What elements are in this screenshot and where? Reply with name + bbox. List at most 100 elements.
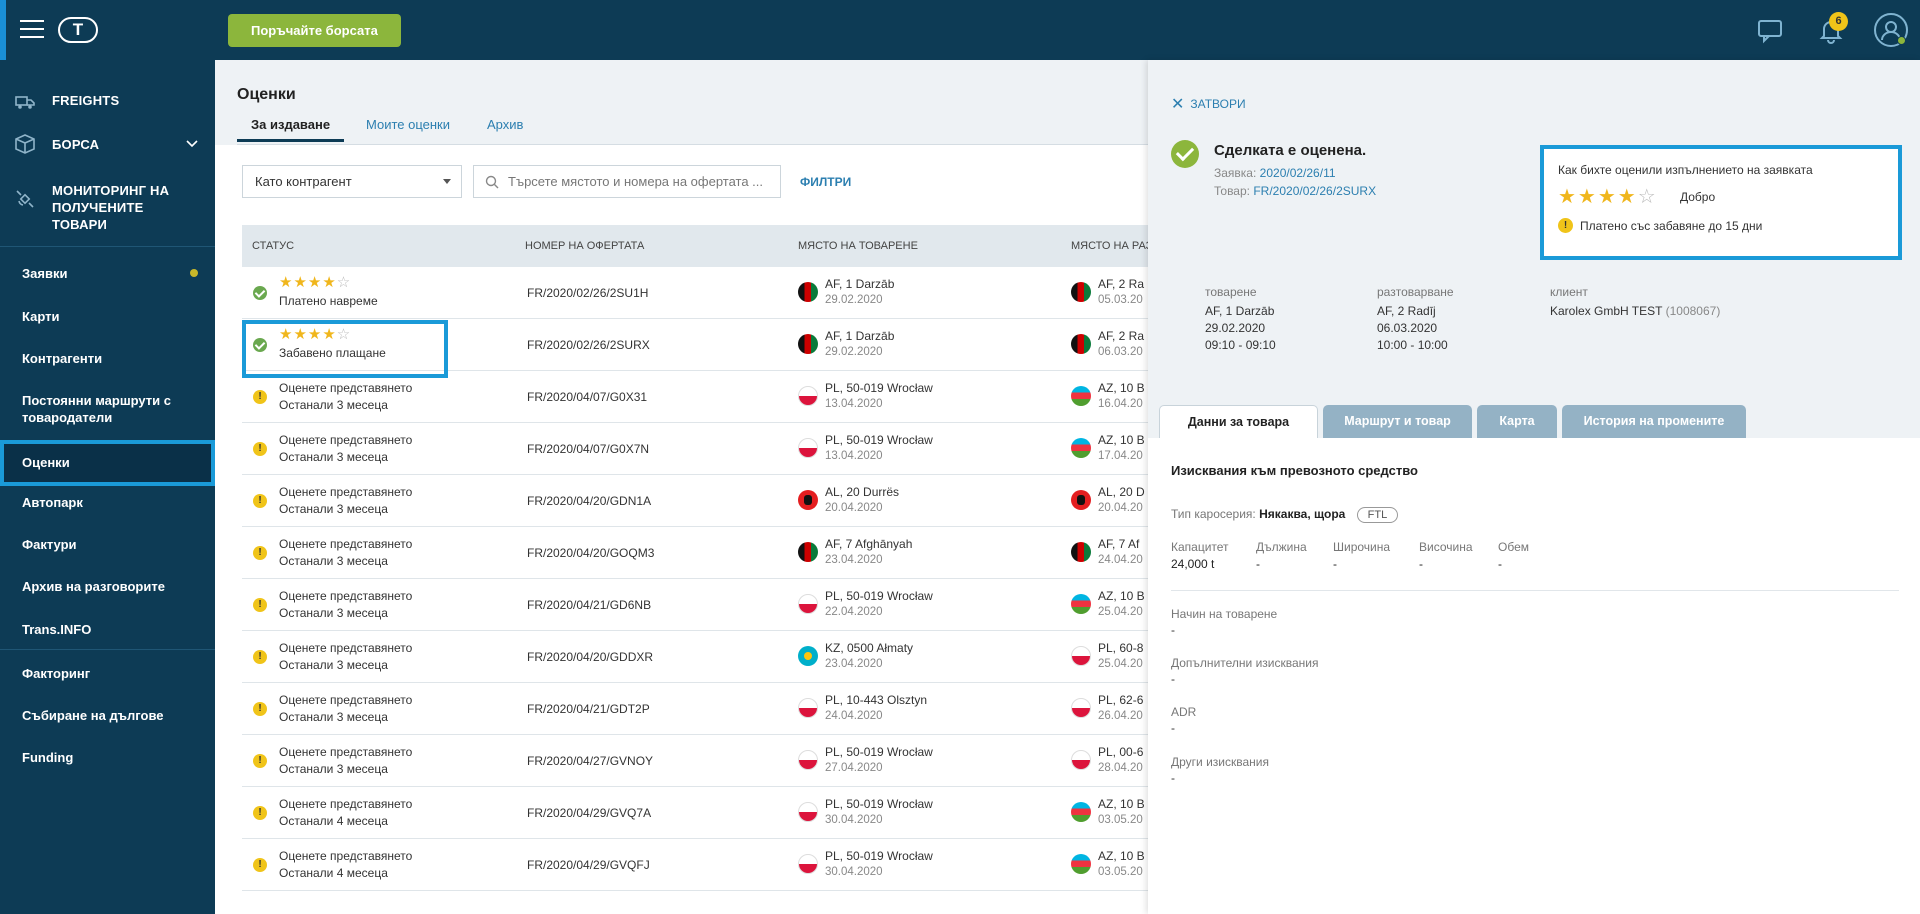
table-row[interactable]: ★★★★☆ Забавено плащане FR/2020/02/26/2SURX… — [242, 319, 1365, 371]
offer-number[interactable]: FR/2020/04/29/GVQ7A — [527, 806, 652, 820]
notification-badge: 6 — [1829, 12, 1848, 31]
offer-number[interactable]: FR/2020/04/21/GD6NB — [527, 598, 652, 612]
offer-number[interactable]: FR/2020/04/21/GDT2P — [527, 702, 650, 716]
tab-to-issue[interactable]: За издаване — [237, 117, 345, 142]
offer-number[interactable]: FR/2020/04/07/G0X7N — [527, 442, 650, 456]
rate-performance-link[interactable]: Оценете представянето — [279, 641, 413, 655]
remaining-prefix: Останали — [279, 710, 334, 724]
sidebar-item-orders[interactable]: Заявки — [22, 266, 68, 281]
loading-place: PL, 50-019 Wrocław — [825, 589, 933, 603]
counterparty-select-value: Като контрагент — [255, 174, 352, 189]
country-flag-icon — [1071, 698, 1091, 718]
tab-archive[interactable]: Архив — [487, 117, 524, 132]
loading-date: 29.02.2020 — [1205, 321, 1266, 335]
filters-link[interactable]: ФИЛТРИ — [800, 175, 852, 189]
payment-status: Забавено плащане — [279, 346, 386, 360]
rate-performance-link[interactable]: Оценете представянето — [279, 537, 413, 551]
country-flag-icon — [1071, 282, 1091, 302]
sidebar-item-factoring[interactable]: Факторинг — [22, 666, 91, 681]
additional-requirements-field: Допълнителни изисквания - — [1171, 656, 1318, 686]
offer-number[interactable]: FR/2020/04/27/GVNOY — [527, 754, 654, 768]
column-header-status[interactable]: СТАТУС — [252, 240, 295, 252]
column-header-loading[interactable]: МЯСТО НА ТОВАРЕНЕ — [798, 240, 918, 252]
logo[interactable]: T — [58, 17, 98, 43]
loading-date: 23.04.2020 — [825, 554, 883, 566]
column-header-offer[interactable]: НОМЕР НА ОФЕРТАТА — [525, 240, 645, 252]
payment-status: Платено навреме — [279, 294, 378, 308]
offer-number[interactable]: FR/2020/04/07/G0X31 — [527, 390, 648, 404]
rate-performance-link[interactable]: Оценете представянето — [279, 381, 413, 395]
rating-stars: ★★★★☆ — [279, 274, 352, 291]
unloading-place: AF, 2 Ra — [1098, 277, 1145, 291]
country-flag-icon — [798, 282, 818, 302]
field-value: - — [1171, 771, 1175, 785]
rate-performance-link[interactable]: Оценете представянето — [279, 797, 413, 811]
rate-performance-link[interactable]: Оценете представянето — [279, 745, 413, 759]
paid-check-icon — [253, 286, 267, 300]
loading-place: AL, 20 Durrës — [825, 485, 900, 499]
sidebar-item-ratings[interactable]: Оценки — [0, 440, 215, 486]
sidebar-item-cards[interactable]: Карти — [22, 309, 60, 324]
chat-icon[interactable] — [1756, 16, 1784, 44]
rate-performance-link[interactable]: Оценете представянето — [279, 693, 413, 707]
rate-performance-link[interactable]: Оценете представянето — [279, 433, 413, 447]
offer-number[interactable]: FR/2020/04/20/GDN1A — [527, 494, 652, 508]
spec-length: Дължина - — [1256, 540, 1307, 571]
ftl-badge: FTL — [1356, 507, 1399, 523]
hamburger-menu-icon[interactable] — [20, 20, 44, 40]
tab-change-history[interactable]: История на промените — [1562, 405, 1746, 438]
close-panel-button[interactable]: ✕ ЗАТВОРИ — [1171, 94, 1246, 114]
tab-map[interactable]: Карта — [1477, 405, 1557, 438]
spec-label: Широчина — [1333, 540, 1391, 554]
table-row[interactable]: Оценете представянето Останали 3 месеца FR… — [242, 631, 1365, 683]
truck-icon — [15, 96, 35, 109]
sidebar-item-freights[interactable]: FREIGHTS — [0, 92, 215, 112]
offer-number[interactable]: FR/2020/02/26/2SU1H — [527, 286, 649, 300]
satellite-icon — [16, 190, 34, 208]
unloading-place: AZ, 10 B — [1098, 797, 1145, 811]
sidebar-item-routes[interactable]: Постоянни маршрути с товародатели — [22, 393, 172, 425]
sidebar-item-debt-collection[interactable]: Събиране на дългове — [22, 708, 164, 723]
sidebar-item-fleet[interactable]: Автопарк — [22, 495, 83, 510]
spec-label: Дължина — [1256, 540, 1307, 554]
search-input[interactable] — [473, 165, 781, 198]
country-flag-icon — [1071, 490, 1091, 510]
offer-number[interactable]: FR/2020/04/20/GDDXR — [527, 650, 654, 664]
sidebar-item-transinfo[interactable]: Trans.INFO — [22, 622, 92, 637]
tab-my-ratings[interactable]: Моите оценки — [366, 117, 451, 132]
rate-performance-link[interactable]: Оценете представянето — [279, 849, 413, 863]
sidebar-item-invoices[interactable]: Фактури — [22, 537, 77, 552]
loading-place: KZ, 0500 Ałmaty — [825, 641, 914, 655]
order-exchange-button[interactable]: Поръчайте борсата — [228, 14, 401, 47]
remaining-value: 3 месеца — [336, 606, 388, 620]
tab-route-and-cargo[interactable]: Маршрут и товар — [1323, 405, 1472, 438]
offer-number[interactable]: FR/2020/02/26/2SURX — [527, 338, 650, 352]
spec-width: Широчина - — [1333, 540, 1390, 571]
cargo-link[interactable]: FR/2020/02/26/2SURX — [1253, 184, 1377, 198]
sidebar-item-chat-archive[interactable]: Архив на разговорите — [22, 579, 165, 594]
sidebar-item-monitoring[interactable]: МОНИТОРИНГ НА ПОЛУЧЕНИТЕ ТОВАРИ — [0, 182, 215, 232]
offer-number[interactable]: FR/2020/04/20/GOQM3 — [527, 546, 655, 560]
rating-box: Как бихте оценили изпълнението на заявка… — [1540, 145, 1902, 260]
order-line: Заявка: 2020/02/26/11 — [1214, 166, 1336, 180]
offer-number[interactable]: FR/2020/04/29/GVQFJ — [527, 858, 650, 872]
loading-place: AF, 1 Darzāb — [825, 329, 895, 343]
unloading-place: AZ, 10 B — [1098, 433, 1145, 447]
order-link[interactable]: 2020/02/26/11 — [1259, 166, 1336, 180]
tab-cargo-data[interactable]: Данни за товара — [1159, 405, 1318, 438]
sidebar-item-contractors[interactable]: Контрагенти — [22, 351, 103, 366]
loading-date: 30.04.2020 — [825, 866, 883, 878]
country-flag-icon — [798, 698, 818, 718]
sidebar-item-exchange[interactable]: БОРСА — [0, 134, 215, 156]
loading-place: PL, 50-019 Wrocław — [825, 381, 933, 395]
counterparty-select[interactable]: Като контрагент — [242, 165, 462, 198]
rate-performance-link[interactable]: Оценете представянето — [279, 485, 413, 499]
chevron-down-icon[interactable] — [186, 139, 198, 149]
spec-value: 24,000 t — [1171, 557, 1215, 571]
remaining-prefix: Останали — [279, 450, 334, 464]
warning-icon — [253, 442, 267, 456]
column-header-unloading[interactable]: МЯСТО НА РАЗТ — [1071, 240, 1159, 252]
rate-performance-link[interactable]: Оценете представянето — [279, 589, 413, 603]
warning-icon — [253, 390, 267, 404]
sidebar-item-funding[interactable]: Funding — [22, 750, 74, 765]
